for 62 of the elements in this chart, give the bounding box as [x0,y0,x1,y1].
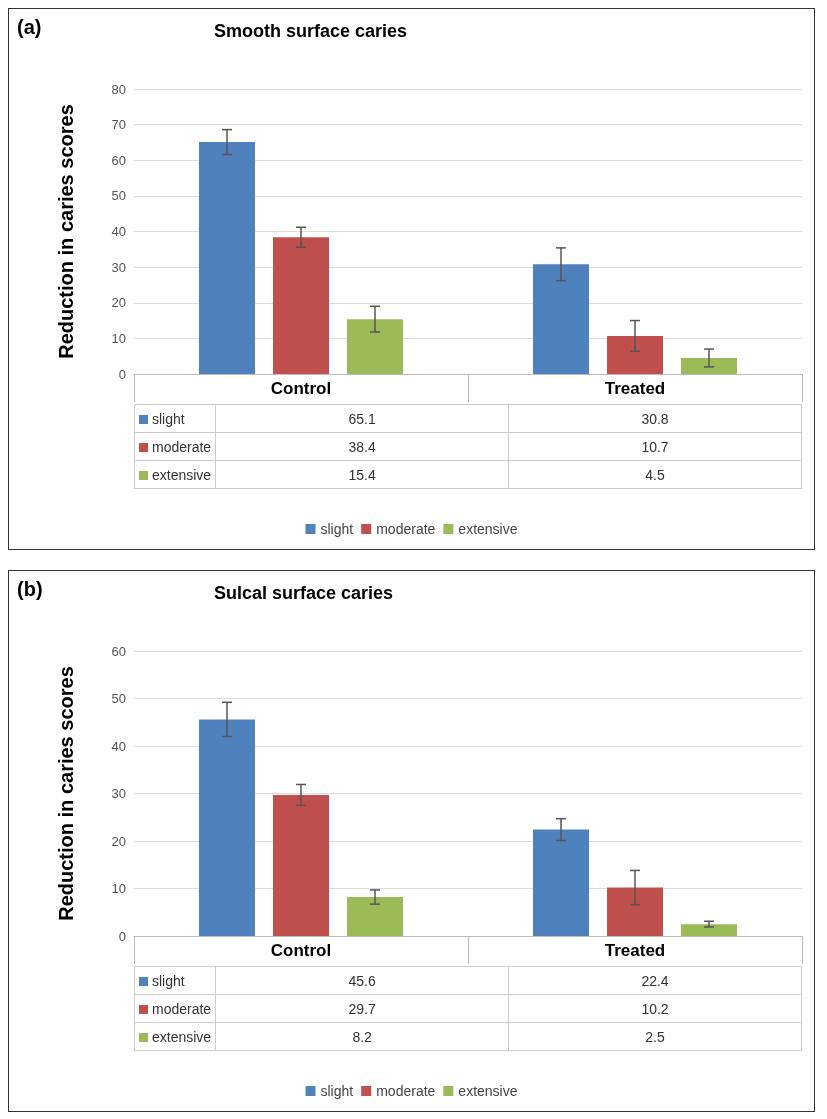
text: extensive [152,1028,212,1045]
legend-label: slight [134,404,216,433]
y-tick-label: 0 [118,366,126,382]
legend-label: moderate [134,994,216,1023]
bar [347,897,403,936]
y-tick-label: 40 [111,224,126,239]
bar [607,335,663,374]
x-tick-label: Control [270,379,332,398]
chart-title: Smooth surface caries [214,21,408,41]
y-tick-label: 30 [111,786,126,801]
bar [347,319,403,374]
data-label: 29.7 [215,994,509,1023]
y-tick-label: 10 [111,330,126,346]
x-tick-label: Control [270,941,332,960]
text: (a) [17,16,42,38]
text: moderate [376,1083,436,1099]
bar [533,264,589,374]
x-tick-label: Treated [604,941,666,960]
data-label: 15.4 [215,460,509,489]
data-label: 10.2 [508,994,802,1023]
legend-label: moderate [134,432,216,461]
y-tick-label: 60 [111,152,126,168]
text: slight [320,521,354,537]
data-label: 30.8 [508,404,802,433]
y-tick-label: 20 [111,833,126,849]
legend-label: slight [134,966,216,995]
chart-title: Sulcal surface caries [214,583,394,603]
y-tick-label: 0 [118,928,126,944]
y-tick-label: 50 [111,188,126,204]
text: (b) [17,578,43,600]
y-tick-label: 10 [111,881,126,896]
legend-label: extensive [458,521,518,537]
y-tick-label: 50 [111,691,126,706]
data-label: 38.4 [215,432,509,461]
text: extensive [152,466,212,483]
data-label: 2.5 [508,1022,802,1051]
data-label: 8.2 [215,1022,509,1051]
bar [199,142,255,374]
bar [533,829,589,936]
y-tick-label: 80 [111,81,126,97]
data-label: 4.5 [508,460,802,489]
y-tick-label: 70 [111,117,126,133]
bar [681,924,737,936]
bar [681,357,737,374]
data-label: 45.6 [215,966,509,995]
bar [199,719,255,936]
bar [273,794,329,936]
y-tick-label: 20 [111,295,126,311]
y-tick-label: 40 [111,738,126,754]
y-axis-title: Reduction in caries scores [55,104,77,359]
data-label: 22.4 [508,966,802,995]
data-label: 65.1 [215,404,509,433]
bar [273,237,329,374]
text: moderate [376,521,436,537]
text: slight [320,1083,354,1099]
y-tick-label: 30 [111,259,126,275]
bar [607,887,663,936]
y-axis-title: Reduction in caries scores [55,666,77,921]
data-label: 10.7 [508,432,802,461]
y-tick-label: 60 [111,643,126,659]
x-tick-label: Treated [604,379,666,398]
legend-label: extensive [458,1083,518,1099]
